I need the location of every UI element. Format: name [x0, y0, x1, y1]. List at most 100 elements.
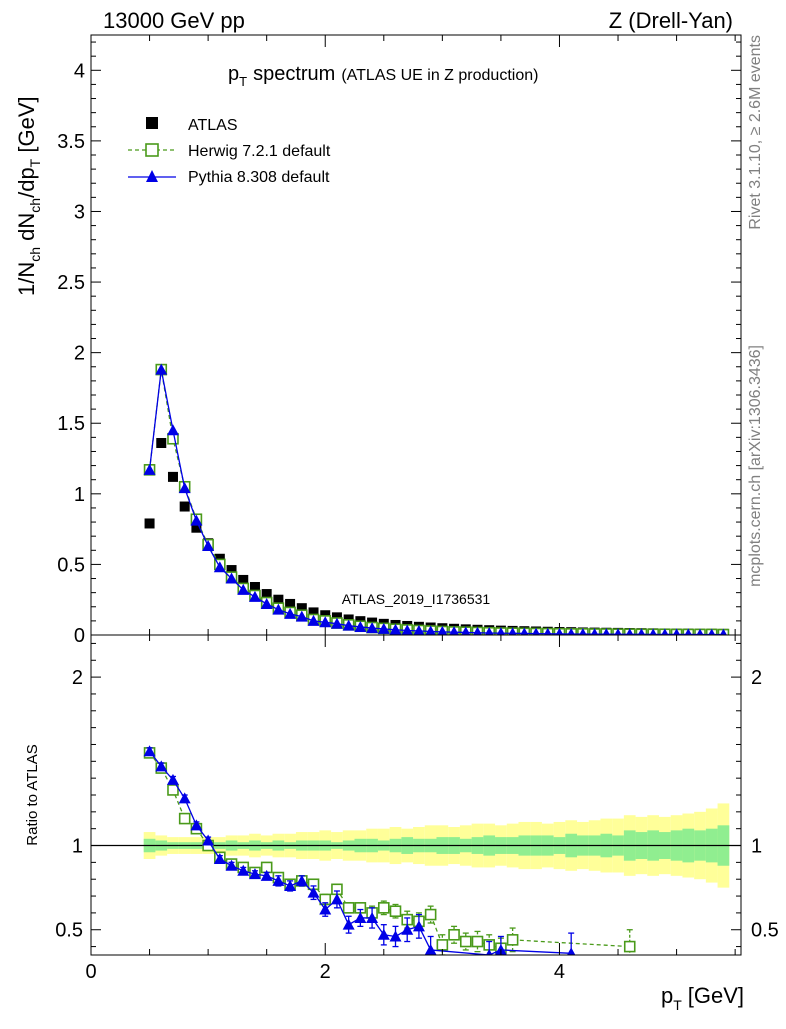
data-point-atlas: [226, 565, 237, 576]
ratio-point-herwig: [436, 939, 449, 951]
y-tick-label: 3.5: [57, 131, 85, 153]
ratio-point-pythia: [330, 893, 343, 905]
ratio-point-pythia: [272, 874, 285, 886]
ratio-point-pythia: [202, 834, 215, 846]
data-point-pythia: [719, 628, 727, 635]
data-point-pythia: [508, 627, 517, 635]
ratio-point-pythia: [155, 760, 168, 772]
title-extra: (ATLAS UE in Z production): [341, 67, 538, 84]
ratio-point-herwig: [167, 784, 179, 796]
data-point-pythia: [143, 463, 156, 475]
data-point-atlas: [273, 594, 284, 605]
data-point-pythia: [472, 626, 482, 635]
data-point-pythia: [579, 628, 587, 635]
legend: ATLAS Herwig 7.2.1 default Pythia 8.308 …: [128, 117, 331, 186]
analysis-watermark: ATLAS_2019_I1736531: [342, 591, 491, 607]
data-point-atlas: [285, 598, 296, 609]
ratio-y-tick-label-right: 2: [751, 667, 762, 689]
ratio-series-line: [149, 750, 572, 955]
ratio-point-pythia: [342, 918, 355, 930]
main-plot-panel: 0 0.5 1 1.5 2 2.5 3 3.5 4 pT spectrum (ATLAS UE in…: [14, 34, 742, 647]
rivet-version-label: Rivet 3.1.10, ≥ 2.6M events: [747, 35, 764, 230]
data-point-pythia: [202, 540, 215, 552]
ratio-point-pythia: [389, 930, 402, 942]
ratio-y-tick-label: 1: [72, 836, 83, 858]
data-point-pythia: [602, 628, 611, 635]
x-tick-label: 0: [85, 961, 96, 983]
ratio-point-herwig: [389, 905, 402, 918]
data-point-pythia: [496, 627, 506, 635]
y-tick-label: 3: [74, 201, 85, 223]
data-point-pythia: [590, 628, 599, 635]
data-point-pythia: [319, 616, 332, 628]
ratio-point-pythia: [284, 879, 297, 891]
ratio-point-herwig: [342, 902, 355, 914]
ratio-point-pythia: [237, 864, 250, 876]
legend-marker-herwig: [145, 143, 159, 157]
main-y-axis-label: 1/Nch dNch/dpT [GeV]: [14, 96, 43, 296]
ratio-point-pythia: [295, 874, 308, 886]
data-point-pythia: [354, 620, 367, 632]
data-point-pythia: [626, 628, 634, 635]
main-plot-series: [143, 363, 730, 635]
ratio-point-pythia: [213, 853, 226, 864]
ratio-point-herwig: [471, 935, 484, 948]
data-point-pythia: [377, 622, 390, 634]
data-point-atlas: [156, 438, 167, 448]
data-point-pythia: [307, 614, 320, 626]
data-point-pythia: [614, 628, 622, 635]
data-point-pythia: [708, 628, 716, 635]
data-point-pythia: [260, 597, 273, 609]
ratio-point-pythia: [412, 920, 425, 932]
legend-label-pythia: Pythia 8.308 default: [188, 169, 330, 186]
data-point-pythia: [366, 622, 379, 634]
ratio-point-pythia: [248, 868, 261, 880]
data-point-pythia: [190, 514, 203, 526]
x-axis-label: pT [GeV]: [661, 983, 744, 1013]
data-point-pythia: [272, 603, 285, 615]
ratio-point-herwig: [448, 928, 460, 941]
y-tick-label: 1: [74, 484, 85, 506]
ratio-point-pythia: [260, 869, 273, 881]
ratio-point-pythia: [366, 911, 379, 923]
y-tick-label: 4: [74, 60, 85, 82]
data-point-pythia: [413, 624, 425, 635]
ratio-point-pythia: [401, 923, 414, 935]
legend-item-pythia: Pythia 8.308 default: [128, 169, 330, 186]
ratio-point-pythia: [566, 947, 576, 955]
data-point-pythia: [389, 623, 402, 635]
ratio-point-pythia: [143, 745, 156, 757]
header-energy: 13000 GeV pp: [103, 8, 245, 33]
data-point-pythia: [295, 610, 308, 622]
data-point-pythia: [673, 628, 681, 635]
ratio-y-tick-label: 2: [72, 667, 83, 689]
data-point-pythia: [166, 424, 179, 436]
x-tick-label: 2: [320, 961, 331, 983]
ratio-point-pythia: [307, 886, 320, 898]
data-point-pythia: [649, 628, 657, 635]
main-y-axis: 0 0.5 1 1.5 2 2.5 3 3.5 4: [57, 35, 741, 647]
ratio-y-tick-label: 0.5: [55, 920, 83, 942]
ratio-y-tick-label-right: 0.5: [751, 920, 779, 942]
data-point-pythia: [155, 363, 168, 375]
legend-item-atlas: ATLAS: [146, 117, 238, 134]
y-tick-label: 1.5: [57, 413, 85, 435]
data-point-atlas: [179, 501, 190, 512]
legend-marker-atlas: [146, 117, 158, 129]
plot-title: pT spectrum (ATLAS UE in Z production): [228, 63, 538, 89]
ratio-point-herwig: [506, 934, 519, 946]
ratio-point-pythia: [166, 773, 179, 785]
data-point-atlas: [308, 607, 319, 618]
data-point-pythia: [178, 482, 191, 494]
data-point-pythia: [461, 626, 471, 635]
data-point-pythia: [437, 625, 448, 635]
data-point-pythia: [555, 627, 564, 635]
ratio-point-herwig: [178, 812, 191, 825]
data-point-pythia: [543, 627, 552, 635]
data-point-pythia: [284, 607, 297, 619]
title-word: spectrum: [253, 63, 335, 85]
data-point-pythia: [567, 628, 575, 635]
data-point-pythia: [248, 590, 261, 602]
data-point-atlas: [238, 574, 249, 585]
title-p: p: [228, 63, 239, 85]
